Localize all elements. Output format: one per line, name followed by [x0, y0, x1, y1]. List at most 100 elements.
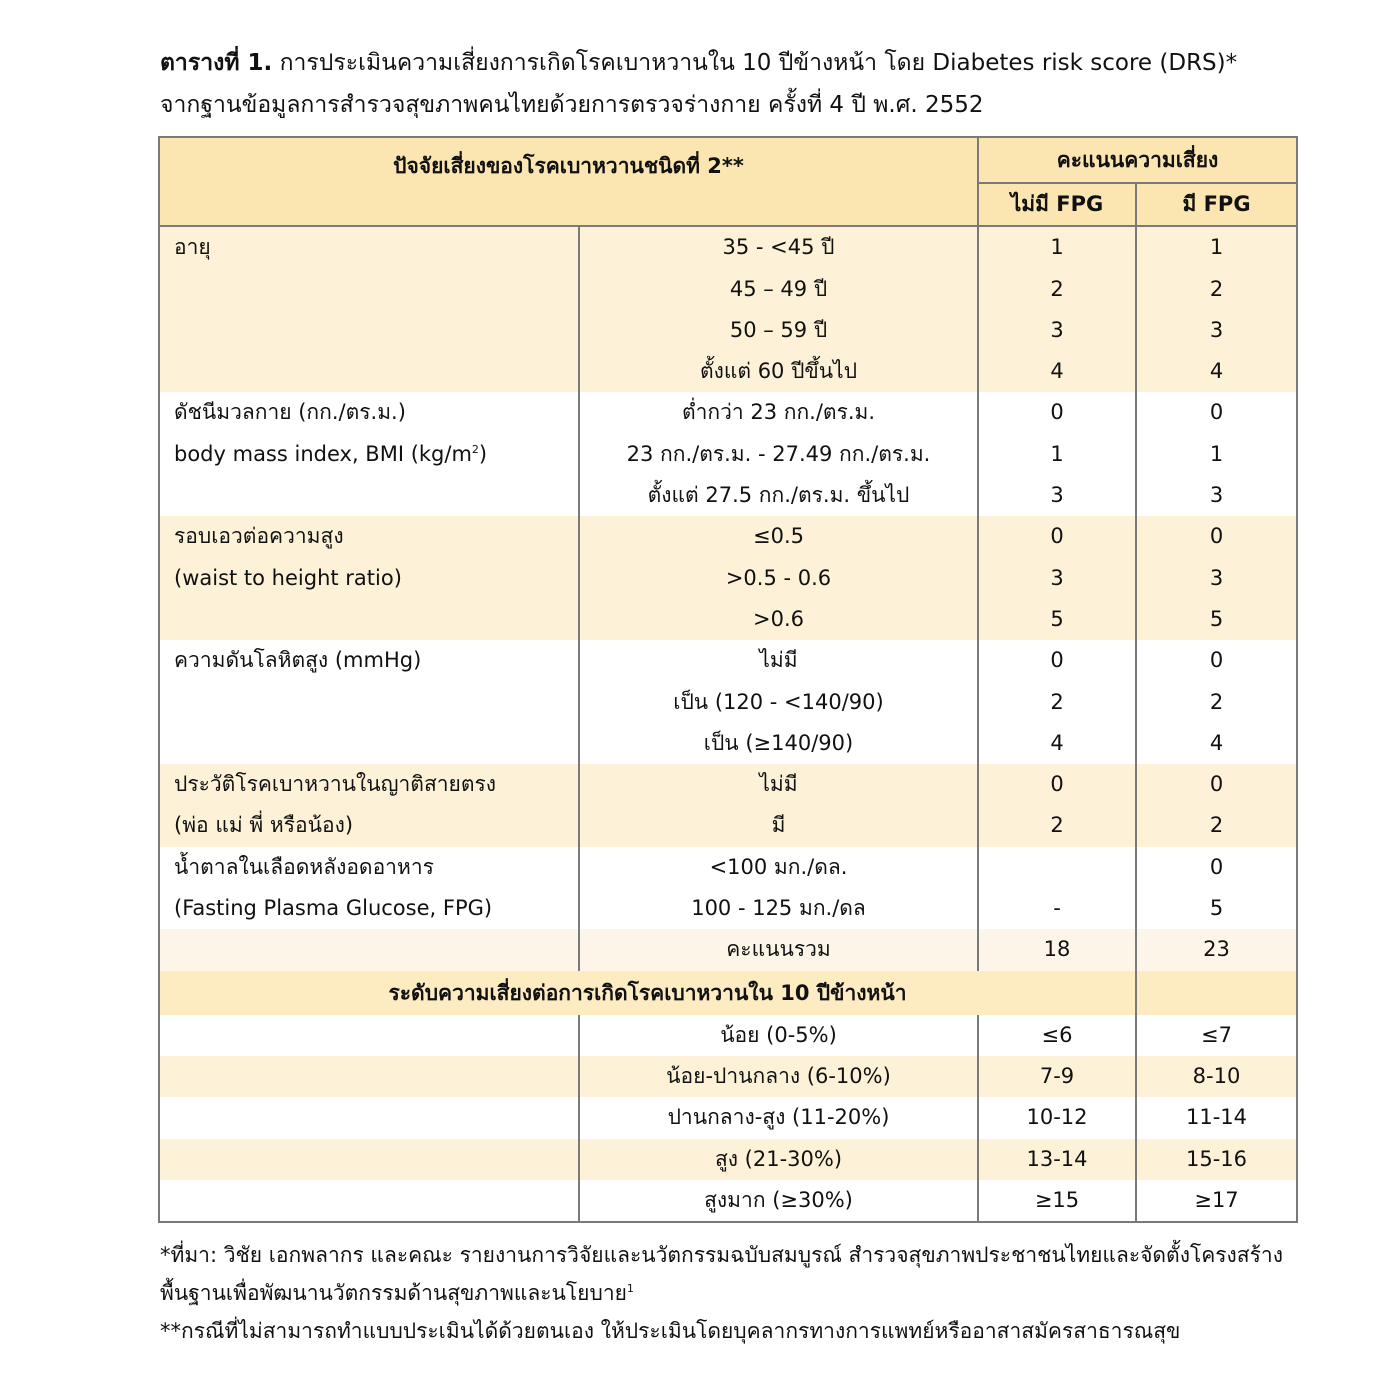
- criterion-cell: 100 - 125 มก./ดล: [579, 888, 979, 930]
- criterion-cell: ไม่มี: [579, 640, 979, 682]
- factor-label: (waist to height ratio): [174, 565, 402, 590]
- score-with-fpg: 5: [1136, 598, 1299, 641]
- criterion-cell: 23 กก./ตร.ม. - 27.49 กก./ตร.ม.: [579, 433, 979, 476]
- table-row: 100 - 125 มก./ดล -5: [159, 888, 1299, 930]
- total-no-fpg: 18: [978, 929, 1137, 971]
- risk-level-row: ปานกลาง-สูง (11-20%) 10-12 11-14: [158, 1097, 1299, 1139]
- score-no-fpg: 4: [978, 722, 1137, 765]
- criterion-cell: >0.5 - 0.6: [579, 557, 979, 599]
- caption-line2: จากฐานข้อมูลการสำรวจสุขภาพคนไทยด้วยการตร…: [160, 92, 984, 118]
- score-with-fpg: 3: [1136, 475, 1299, 517]
- score-no-fpg: [978, 846, 1137, 889]
- factor-label: ความดันโลหิตสูง (mmHg): [174, 648, 422, 673]
- threshold-with-fpg: ≥17: [1136, 1179, 1299, 1224]
- table-row: >0.6 5 5: [159, 598, 1299, 641]
- criterion-cell: ต่ำกว่า 23 กก./ตร.ม.: [579, 392, 979, 434]
- footnote-assessment: **กรณีที่ไม่สามารถทำแบบประเมินได้ด้วยตนเ…: [160, 1319, 1181, 1343]
- table-row: 45 – 49 ปี 2 2: [159, 268, 1299, 310]
- score-with-fpg: 2: [1136, 268, 1299, 310]
- factor-label: body mass index, BMI (kg/m2): [174, 441, 488, 466]
- table-row: เป็น (≥140/90) 4 4: [159, 722, 1299, 765]
- empty-cell: [158, 1138, 580, 1180]
- score-no-fpg: 1: [978, 433, 1137, 476]
- factor-label: รอบเอวต่อความสูง: [174, 524, 344, 549]
- score-no-fpg: 3: [978, 475, 1137, 517]
- caption-line1: การประเมินความเสี่ยงการเกิดโรคเบาหวานใน …: [279, 50, 1238, 76]
- threshold-no-fpg: 7-9: [978, 1055, 1137, 1098]
- score-with-fpg: 0: [1136, 640, 1299, 682]
- criterion-cell: 50 – 59 ปี: [579, 309, 979, 352]
- risk-level-row: น้อย (0-5%) ≤6 ≤7: [158, 1014, 1299, 1056]
- empty-cell: [158, 929, 580, 971]
- empty-cell: [158, 1055, 580, 1098]
- caption-lead: ตารางที่ 1.: [160, 50, 273, 76]
- score-no-fpg: 0: [978, 640, 1137, 682]
- footnote-ref: 1: [626, 1282, 634, 1295]
- score-with-fpg: 0: [1136, 846, 1299, 889]
- table-row: มี 2 2: [159, 805, 1299, 847]
- factor-cell: ประวัติโรคเบาหวานในญาติสายตรง (พ่อ แม่ พี…: [158, 764, 580, 847]
- empty-cell: [158, 1097, 580, 1139]
- risk-level-label: ปานกลาง-สูง (11-20%): [579, 1097, 979, 1139]
- score-no-fpg: 0: [978, 392, 1137, 434]
- score-with-fpg: 2: [1136, 681, 1299, 723]
- threshold-no-fpg: ≤6: [978, 1014, 1137, 1056]
- table-row: น้ำตาลในเลือดหลังอดอาหาร (Fasting Plasma …: [158, 846, 1299, 930]
- table-row: รอบเอวต่อความสูง (waist to height ratio) ≤…: [158, 516, 1299, 641]
- score-no-fpg: 5: [978, 598, 1137, 641]
- threshold-with-fpg: 15-16: [1136, 1138, 1299, 1180]
- factor-label: น้ำตาลในเลือดหลังอดอาหาร: [174, 854, 434, 879]
- total-row: คะแนนรวม 18 23: [158, 929, 1299, 971]
- table-row: 23 กก./ตร.ม. - 27.49 กก./ตร.ม. 1 1: [159, 433, 1299, 476]
- table-row: ตั้งแต่ 27.5 กก./ตร.ม. ขึ้นไป 3 3: [159, 475, 1299, 517]
- score-no-fpg: 0: [978, 764, 1137, 806]
- risk-header-spacer: [1134, 970, 1299, 1015]
- score-with-fpg: 0: [1136, 516, 1299, 558]
- criterion-cell: เป็น (120 - <140/90): [579, 681, 979, 723]
- criterion-cell: ตั้งแต่ 27.5 กก./ตร.ม. ขึ้นไป: [579, 475, 979, 517]
- criterion-cell: >0.6: [579, 598, 979, 641]
- score-with-fpg: 3: [1136, 557, 1299, 599]
- table-row: ความดันโลหิตสูง (mmHg) ไม่มี 0 0: [158, 640, 1299, 765]
- risk-level-label: สูง (21-30%): [579, 1138, 979, 1180]
- score-with-fpg: 4: [1136, 722, 1299, 765]
- table-row: อายุ 35 - <45 ปี 1 1: [158, 226, 1299, 393]
- empty-cell: [158, 1179, 580, 1224]
- factor-cell: น้ำตาลในเลือดหลังอดอาหาร (Fasting Plasma …: [158, 846, 580, 930]
- threshold-no-fpg: 10-12: [978, 1097, 1137, 1139]
- footnote-source: *ที่มา: วิชัย เอกพลากร และคณะ รายงานการว…: [160, 1243, 1283, 1267]
- threshold-no-fpg: ≥15: [978, 1179, 1137, 1224]
- threshold-with-fpg: ≤7: [1136, 1014, 1299, 1056]
- risk-level-header: ระดับความเสี่ยงต่อการเกิดโรคเบาหวานใน 10…: [158, 970, 1137, 1015]
- criterion-cell: 45 – 49 ปี: [579, 268, 979, 310]
- factor-cell: ความดันโลหิตสูง (mmHg): [158, 640, 580, 765]
- header-no-fpg: ไม่มี FPG: [977, 181, 1137, 228]
- score-no-fpg: 3: [978, 309, 1137, 352]
- criterion-cell: ≤0.5: [579, 516, 979, 558]
- score-with-fpg: 4: [1136, 351, 1299, 393]
- factor-label: (พ่อ แม่ พี่ หรือน้อง): [174, 813, 354, 838]
- risk-level-row: น้อย-ปานกลาง (6-10%) 7-9 8-10: [158, 1055, 1299, 1098]
- table-row: ตั้งแต่ 60 ปีขึ้นไป 4 4: [159, 351, 1299, 393]
- factor-label: (Fasting Plasma Glucose, FPG): [174, 896, 493, 921]
- table-caption: ตารางที่ 1. การประเมินความเสี่ยงการเกิดโ…: [160, 42, 1296, 126]
- table-row: 50 – 59 ปี 3 3: [159, 309, 1299, 352]
- header-score: คะแนนความเสี่ยง: [976, 136, 1299, 184]
- footnote-source-cont: พื้นฐานเพื่อพัฒนานวัตกรรมด้านสุขภาพและนโ…: [160, 1281, 627, 1305]
- factor-cell: ดัชนีมวลกาย (กก./ตร.ม.) body mass index, …: [158, 392, 580, 517]
- header-factor: ปัจจัยเสี่ยงของโรคเบาหวานชนิดที่ 2**: [158, 135, 979, 228]
- table-row: เป็น (120 - <140/90) 2 2: [159, 681, 1299, 723]
- risk-level-label: น้อย-ปานกลาง (6-10%): [579, 1055, 979, 1098]
- risk-level-row: สูงมาก (≥30%) ≥15 ≥17: [158, 1179, 1299, 1224]
- threshold-no-fpg: 13-14: [978, 1138, 1137, 1180]
- table-row: ดัชนีมวลกาย (กก./ตร.ม.) body mass index, …: [158, 392, 1299, 517]
- score-with-fpg: 0: [1136, 392, 1299, 434]
- score-with-fpg: 1: [1136, 433, 1299, 476]
- factor-cell: รอบเอวต่อความสูง (waist to height ratio): [158, 516, 580, 641]
- score-no-fpg: 0: [978, 516, 1137, 558]
- score-with-fpg: 2: [1136, 805, 1299, 847]
- criterion-cell: <100 มก./ดล.: [579, 846, 979, 889]
- score-no-fpg: 2: [978, 268, 1137, 310]
- score-no-fpg: -: [978, 888, 1137, 930]
- criterion-cell: 35 - <45 ปี: [579, 226, 979, 269]
